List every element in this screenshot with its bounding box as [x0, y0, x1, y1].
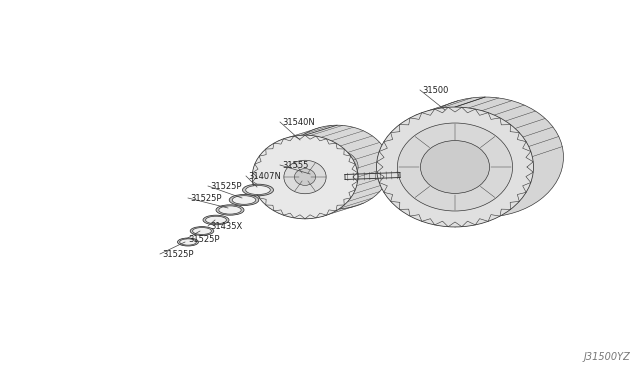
Ellipse shape — [284, 125, 390, 209]
Ellipse shape — [246, 186, 270, 195]
Ellipse shape — [203, 215, 229, 225]
Ellipse shape — [294, 169, 316, 185]
Text: J31500YZ: J31500YZ — [583, 352, 630, 362]
Text: 31555: 31555 — [282, 160, 308, 170]
Text: 31435X: 31435X — [210, 221, 243, 231]
Text: 31525P: 31525P — [162, 250, 193, 259]
Text: 31525P: 31525P — [210, 182, 241, 190]
Ellipse shape — [177, 238, 198, 246]
Ellipse shape — [284, 160, 326, 194]
Polygon shape — [455, 97, 485, 108]
Ellipse shape — [420, 141, 490, 193]
Text: 31525P: 31525P — [188, 234, 220, 244]
Ellipse shape — [376, 107, 534, 227]
Ellipse shape — [229, 195, 259, 205]
Ellipse shape — [232, 196, 256, 204]
Ellipse shape — [243, 184, 273, 196]
Ellipse shape — [180, 239, 196, 245]
Ellipse shape — [397, 123, 513, 211]
Ellipse shape — [219, 206, 241, 214]
Text: 31500: 31500 — [422, 86, 449, 94]
Polygon shape — [455, 97, 485, 227]
Ellipse shape — [252, 135, 358, 219]
Ellipse shape — [451, 131, 520, 183]
Ellipse shape — [193, 228, 211, 234]
Text: 31525P: 31525P — [190, 193, 221, 202]
Text: 31407N: 31407N — [248, 171, 281, 180]
Ellipse shape — [190, 227, 214, 235]
Ellipse shape — [205, 216, 227, 224]
Ellipse shape — [406, 97, 563, 217]
Text: 31540N: 31540N — [282, 118, 315, 126]
Polygon shape — [305, 125, 337, 219]
Ellipse shape — [216, 205, 244, 215]
Ellipse shape — [316, 150, 358, 184]
